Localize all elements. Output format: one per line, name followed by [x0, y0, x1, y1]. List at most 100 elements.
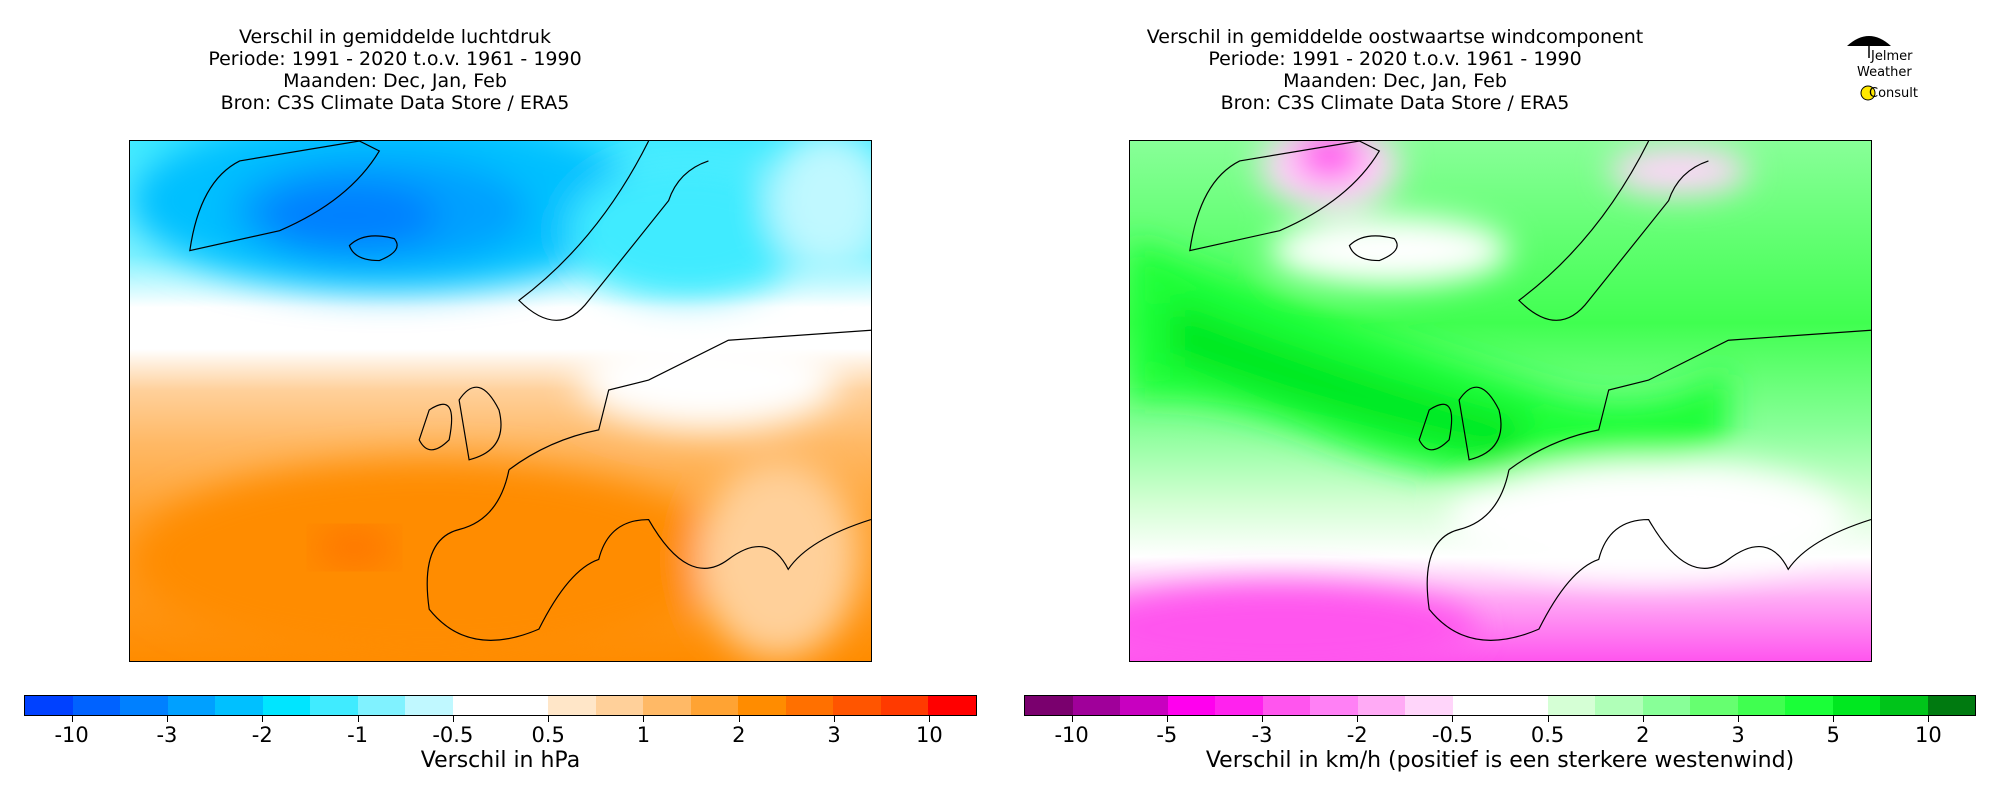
tick-mark — [1928, 716, 1930, 722]
left-chart-title: Verschil in gemiddelde luchtdruk Periode… — [45, 26, 745, 114]
colorbar-segment — [1500, 696, 1548, 715]
tick-mark — [1452, 716, 1454, 722]
colorbar-segment — [785, 696, 834, 715]
colorbar-segment — [1215, 696, 1263, 715]
colorbar-segment — [500, 696, 549, 715]
tick-label: -10 — [1054, 723, 1089, 747]
tick-mark — [1833, 716, 1835, 722]
tick-label: 10 — [1915, 723, 1942, 747]
pressure-colorbar-label: Verschil in hPa — [420, 748, 581, 773]
title-line: Periode: 1991 - 2020 t.o.v. 1961 - 1990 — [1208, 48, 1582, 70]
tick-label: 1 — [636, 723, 651, 747]
logo-line: Weather — [1857, 65, 1912, 80]
colorbar-segment — [643, 696, 691, 715]
tick-label: -2 — [251, 723, 273, 747]
tick-label: 3 — [827, 723, 841, 747]
tick-mark — [71, 716, 73, 722]
title-line: Verschil in gemiddelde luchtdruk — [239, 26, 551, 48]
tick-mark — [643, 716, 645, 722]
colorbar-segment — [1832, 696, 1880, 715]
tick-mark — [929, 716, 931, 722]
title-line: Maanden: Dec, Jan, Feb — [283, 70, 507, 92]
tick-label: -3 — [1251, 723, 1273, 747]
wind-colorbar — [1024, 695, 1976, 716]
colorbar-segment — [1072, 696, 1120, 715]
tick-mark — [738, 716, 740, 722]
colorbar-segment — [690, 696, 739, 715]
colorbar-segment — [215, 696, 263, 715]
logo-line: Jelmer — [1870, 49, 1913, 64]
tick-mark — [1166, 716, 1168, 722]
jelmer-weather-consult-logo: Jelmer Weather Consult — [1845, 30, 1925, 110]
colorbar-segment — [1690, 696, 1738, 715]
colorbar-segment — [880, 696, 929, 715]
tick-label: 3 — [1731, 723, 1745, 747]
tick-mark — [1071, 716, 1073, 722]
colorbar-segment — [262, 696, 311, 715]
tick-mark — [1642, 716, 1644, 722]
coastlines — [189, 141, 871, 641]
tick-mark — [452, 716, 454, 722]
colorbar-segment — [1880, 696, 1928, 715]
logo-line: Consult — [1869, 86, 1918, 101]
wind-component-difference-map — [1129, 140, 1872, 662]
colorbar-segment — [833, 696, 881, 715]
colorbar-segment — [25, 696, 73, 715]
title-line: Periode: 1991 - 2020 t.o.v. 1961 - 1990 — [208, 48, 582, 70]
tick-label: 2 — [732, 723, 746, 747]
title-line: Verschil in gemiddelde oostwaartse windc… — [1146, 26, 1644, 48]
colorbar-segment — [405, 696, 453, 715]
tick-label: 5 — [1826, 723, 1840, 747]
colorbar-segment — [167, 696, 216, 715]
tick-mark — [166, 716, 168, 722]
tick-mark — [1738, 716, 1739, 722]
tick-label: -1 — [347, 723, 369, 747]
colorbar-segment — [1357, 696, 1405, 715]
colorbar-segment — [452, 696, 501, 715]
colorbar-segment — [1927, 696, 1975, 715]
tick-label: -10 — [54, 723, 89, 747]
colorbar-segment — [1310, 696, 1358, 715]
tick-mark — [548, 716, 550, 722]
colorbar-segment — [357, 696, 406, 715]
colorbar-segment — [310, 696, 358, 715]
right-chart-title: Verschil in gemiddelde oostwaartse windc… — [1045, 26, 1745, 114]
title-line: Bron: C3S Climate Data Store / ERA5 — [1220, 92, 1570, 114]
tick-mark — [1357, 716, 1359, 722]
colorbar-segment — [595, 696, 644, 715]
tick-label: -0.5 — [432, 723, 474, 747]
colorbar-segment — [1405, 696, 1453, 715]
tick-label: -0.5 — [1431, 723, 1473, 747]
tick-mark — [357, 716, 359, 722]
colorbar-segment — [1737, 696, 1785, 715]
colorbar-segment — [1642, 696, 1690, 715]
tick-mark — [262, 716, 264, 722]
colorbar-segment — [1595, 696, 1643, 715]
colorbar-segment — [738, 696, 786, 715]
colorbar-segment — [1452, 696, 1500, 715]
colorbar-segment — [548, 696, 596, 715]
title-line: Bron: C3S Climate Data Store / ERA5 — [220, 92, 570, 114]
wind-colorbar-ticks: -10 -5 -3 -2 -0.5 0.5 2 3 5 10 — [1024, 716, 1976, 756]
tick-label: -5 — [1156, 723, 1178, 747]
colorbar-segment — [1025, 696, 1073, 715]
tick-label: 2 — [1636, 723, 1650, 747]
tick-label: -3 — [156, 723, 178, 747]
colorbar-segment — [72, 696, 121, 715]
pressure-difference-map — [129, 140, 872, 662]
colorbar-segment — [120, 696, 168, 715]
tick-mark — [1547, 716, 1549, 722]
colorbar-segment — [1167, 696, 1215, 715]
pressure-colorbar-ticks: -10 -3 -2 -1 -0.5 0.5 1 2 3 10 — [24, 716, 977, 756]
pressure-colorbar — [24, 695, 977, 716]
wind-colorbar-label: Verschil in km/h (positief is een sterke… — [1205, 748, 1795, 773]
title-line: Maanden: Dec, Jan, Feb — [1283, 70, 1507, 92]
colorbar-segment — [928, 696, 976, 715]
colorbar-segment — [1547, 696, 1595, 715]
tick-label: 0.5 — [531, 723, 565, 747]
colorbar-segment — [1262, 696, 1310, 715]
colorbar-segment — [1785, 696, 1833, 715]
tick-mark — [834, 716, 836, 722]
tick-mark — [1262, 716, 1263, 722]
tick-label: -2 — [1346, 723, 1368, 747]
